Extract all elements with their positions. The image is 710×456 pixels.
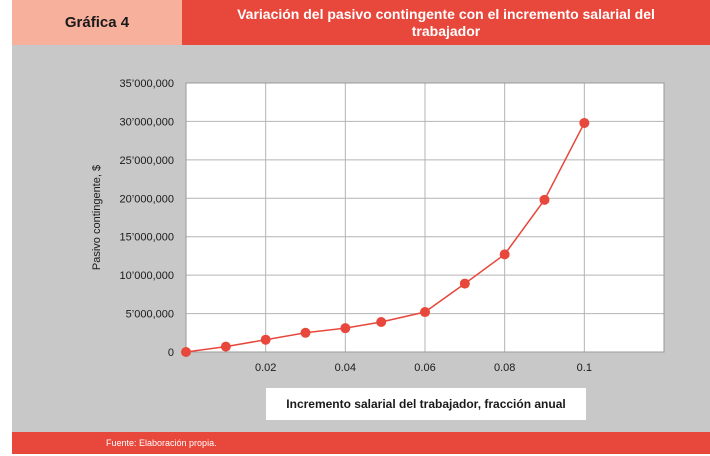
x-axis-label-text: Incremento salarial del trabajador, frac…	[286, 397, 566, 411]
y-tick-label: 0	[168, 347, 174, 359]
y-axis-label: Pasivo contingente, $	[91, 165, 103, 270]
chart-panel: 0 5’000,000 10’000,000 15’000,000 20’000,000…	[12, 45, 710, 432]
plot-border	[185, 82, 665, 353]
x-tick-label: 0.1	[577, 362, 592, 374]
y-tick-label: 5’000,000	[126, 309, 174, 321]
x-tick-label: 0.06	[414, 362, 435, 374]
figure-label-text: Gráfica 4	[64, 14, 130, 31]
data-point	[499, 249, 510, 260]
data-point	[300, 327, 311, 338]
data-point	[220, 341, 231, 352]
y-tick-label: 35’000,000	[120, 78, 174, 90]
y-tick-label: 15’000,000	[120, 232, 174, 244]
y-tick-label: 25’000,000	[120, 155, 174, 167]
x-tick-label: 0.08	[494, 362, 515, 374]
x-tick-label: 0.04	[335, 362, 356, 374]
chart-title: Variación del pasivo contingente con el …	[182, 0, 710, 45]
y-tick-label: 20’000,000	[120, 193, 174, 205]
x-axis-label: Incremento salarial del trabajador, frac…	[266, 388, 586, 420]
line-chart: 0 5’000,000 10’000,000 15’000,000 20’000,000…	[91, 78, 665, 374]
source-footer: Fuente: Elaboración propia.	[12, 432, 710, 454]
data-point	[340, 323, 351, 334]
data-point	[376, 317, 387, 328]
y-tick-label: 30’000,000	[120, 116, 174, 128]
data-point	[539, 194, 550, 205]
data-point	[579, 117, 590, 128]
source-text: Fuente: Elaboración propia.	[106, 438, 217, 448]
data-point	[181, 347, 191, 357]
data-point	[420, 307, 430, 318]
data-point	[260, 334, 271, 345]
figure-label: Gráfica 4	[12, 0, 182, 45]
chart-title-text: Variación del pasivo contingente con el …	[237, 5, 655, 39]
y-tick-label: 10’000,000	[120, 270, 174, 282]
x-tick-label: 0.02	[255, 362, 276, 374]
data-point	[459, 278, 470, 289]
